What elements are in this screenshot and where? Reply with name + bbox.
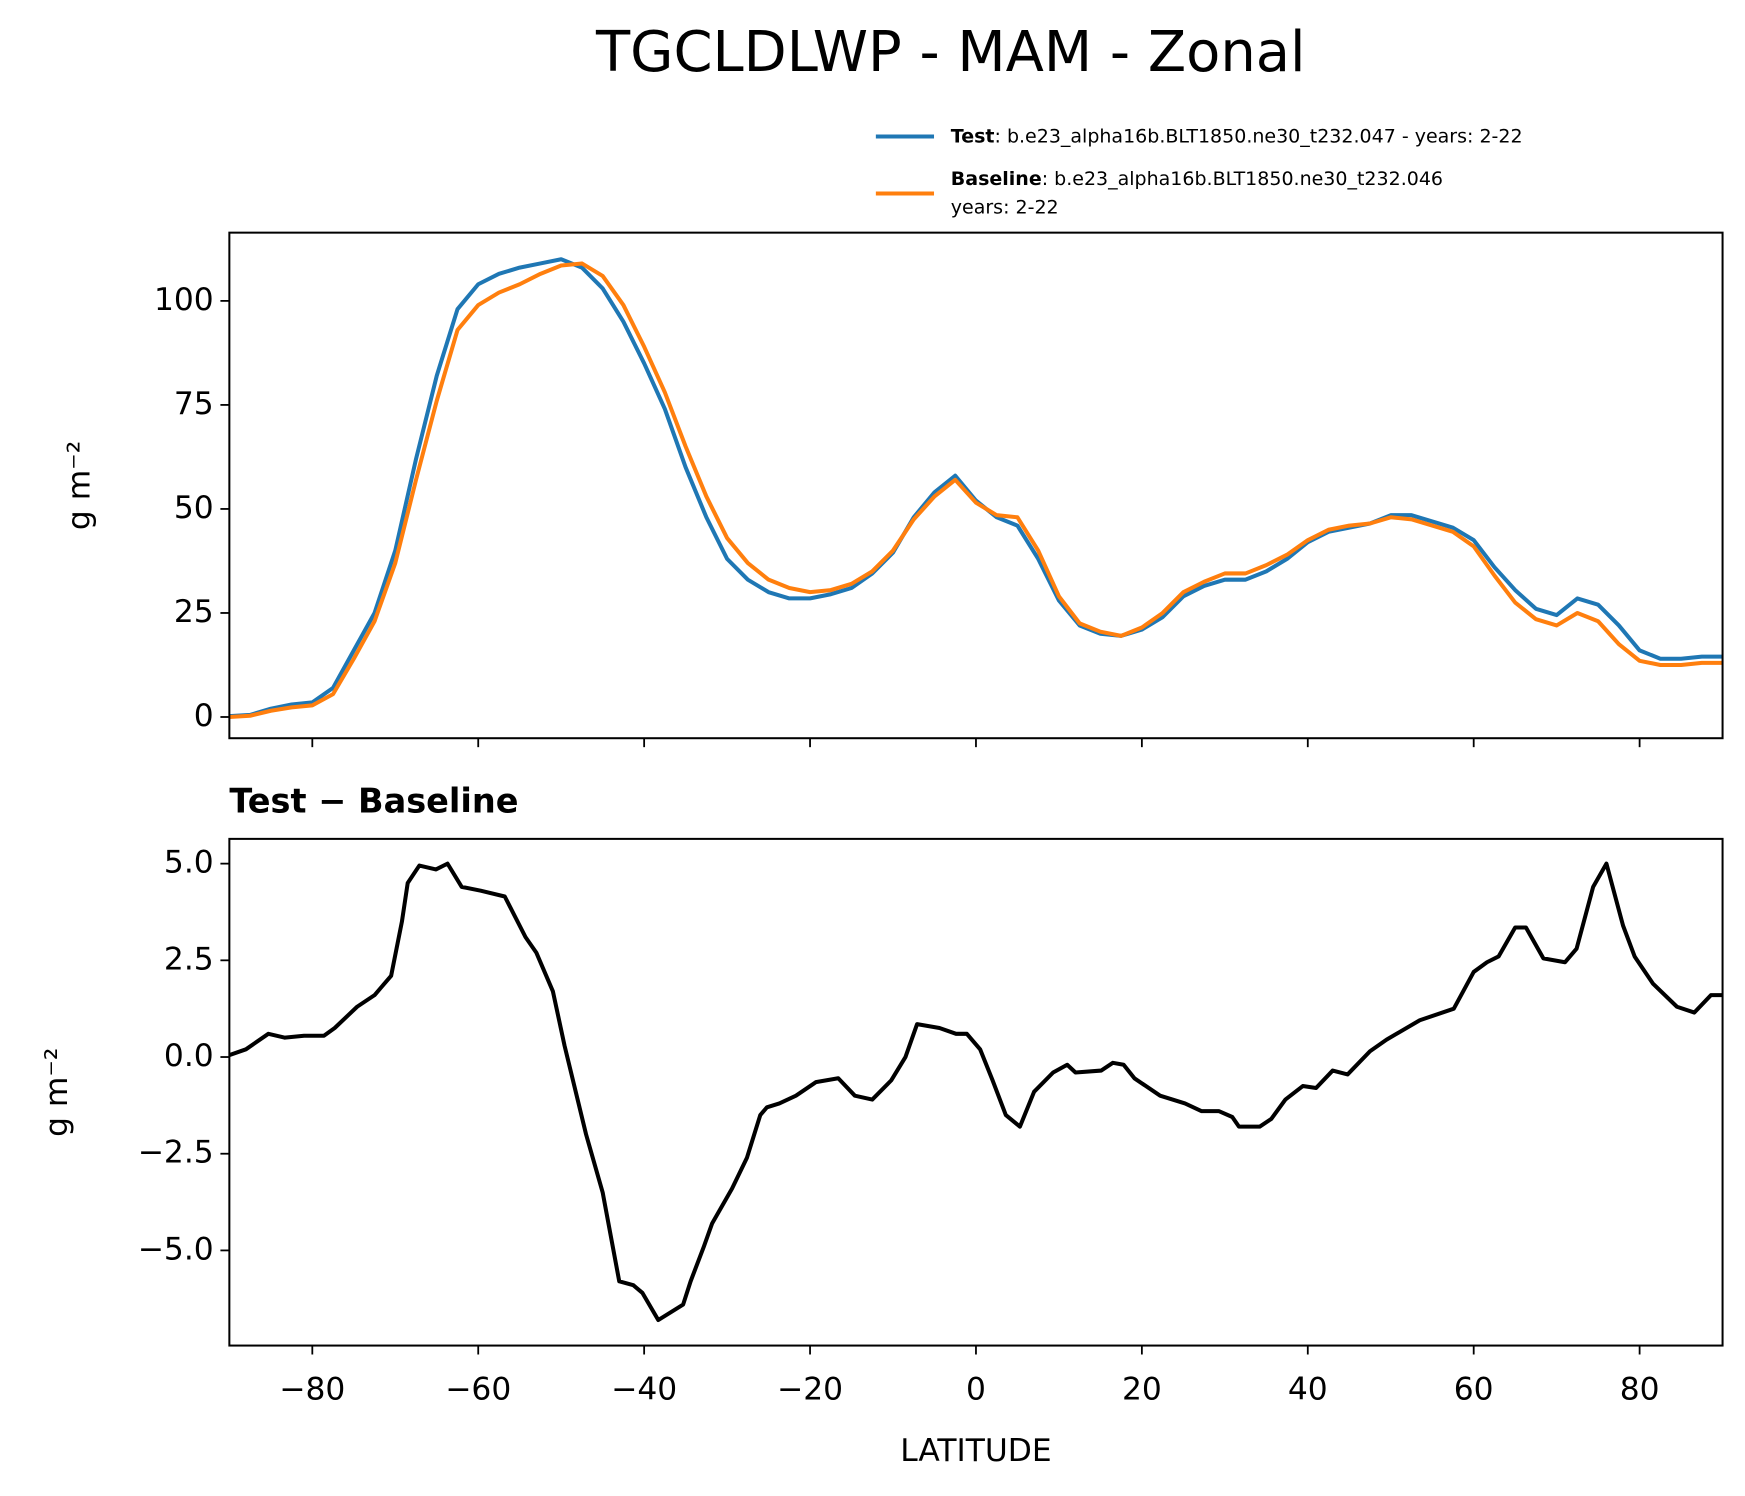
x-axis-label: LATITUDE [900, 1433, 1051, 1469]
x-tick-label: −40 [611, 1371, 677, 1407]
x-tick-label: 20 [1122, 1371, 1162, 1407]
legend-entry: Baseline: b.e23_alpha16b.BLT1850.ne30_t2… [951, 167, 1443, 189]
x-tick-label: −60 [445, 1371, 511, 1407]
series-line [229, 861, 1723, 1323]
chart-title: TGCLDLWP - MAM - Zonal [595, 20, 1306, 85]
x-tick-label: 40 [1288, 1371, 1328, 1407]
y-tick-label: 100 [154, 282, 214, 318]
legend-entry: Test: b.e23_alpha16b.BLT1850.ne30_t232.0… [951, 125, 1523, 147]
x-tick-label: −20 [777, 1371, 843, 1407]
x-tick-label: 60 [1454, 1371, 1494, 1407]
axes-frame [228, 231, 1724, 740]
y-tick-label: −5.0 [138, 1231, 214, 1267]
y-tick-label: 75 [174, 386, 214, 422]
series-line [229, 261, 1723, 720]
legend-text: : b.e23_alpha16b.BLT1850.ne30_t232.047 -… [995, 125, 1523, 147]
subplot-title: Test − Baseline [229, 782, 518, 821]
y-tick-label: 50 [174, 490, 214, 526]
y-axis-label: g m⁻² [39, 1048, 75, 1137]
y-tick-label: 5.0 [164, 845, 214, 881]
y-tick-label: 2.5 [164, 941, 214, 977]
y-tick-label: 0 [194, 698, 214, 734]
x-tick-label: −80 [279, 1371, 345, 1407]
axes-frame [228, 837, 1724, 1347]
legend-name: Baseline [951, 167, 1042, 189]
x-tick-label: 0 [966, 1371, 986, 1407]
x-tick-label: 80 [1620, 1371, 1660, 1407]
y-tick-label: 25 [174, 594, 214, 630]
y-tick-label: 0.0 [164, 1038, 214, 1074]
legend-text: : b.e23_alpha16b.BLT1850.ne30_t232.046 [1042, 167, 1443, 189]
y-axis-label: g m⁻² [62, 441, 98, 530]
legend-name: Test [951, 125, 995, 147]
legend-text: years: 2-22 [951, 197, 1059, 219]
y-tick-label: −2.5 [138, 1135, 214, 1171]
